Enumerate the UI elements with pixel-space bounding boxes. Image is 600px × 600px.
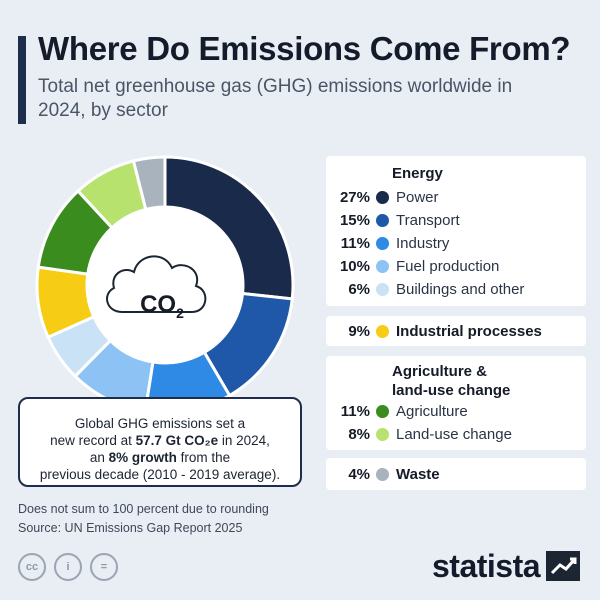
- legend-group-energy: Energy: [392, 165, 443, 182]
- legend-item: 11% Industry: [340, 234, 450, 252]
- statista-logo-icon[interactable]: [546, 551, 580, 581]
- legend-group-agriculture: Agriculture & land-use change: [392, 363, 511, 399]
- by-icon[interactable]: i: [54, 553, 82, 581]
- page-title: Where Do Emissions Come From?: [38, 30, 571, 67]
- donut-slice-power: [163, 155, 295, 301]
- cloud-icon: [106, 255, 207, 313]
- callout-line-3: an 8% growth from the: [89, 450, 231, 465]
- legend-industrial-group: 9% Industrial processes: [326, 316, 586, 346]
- legend-item: 10% Fuel production: [339, 257, 500, 275]
- legend-item: 27% Power: [339, 188, 439, 206]
- legend-swatch: [376, 259, 389, 273]
- callout-line-1: Global GHG emissions set a: [74, 416, 246, 431]
- callout-line-4: previous decade (2010 - 2019 average).: [39, 467, 281, 482]
- page-subtitle: Total net greenhouse gas (GHG) emissions…: [38, 76, 513, 121]
- footnote: Does not sum to 100 percent due to round…: [18, 500, 269, 538]
- statista-logo-text[interactable]: statista: [432, 548, 541, 584]
- legend-swatch: [376, 213, 389, 227]
- legend-swatch: [376, 236, 389, 250]
- title-accent-bar: [18, 36, 26, 124]
- legend-item: 11% Agriculture: [340, 402, 468, 420]
- license-icons: cc i =: [18, 553, 118, 581]
- legend-swatch: [376, 467, 389, 481]
- callout-line-2: new record at 57.7 Gt CO₂e in 2024,: [50, 433, 270, 448]
- footnote-rounding: Does not sum to 100 percent due to round…: [18, 502, 269, 516]
- legend-item: 4% Waste: [348, 465, 440, 483]
- legend-swatch: [376, 427, 389, 441]
- legend-item: 6% Buildings and other: [348, 280, 525, 298]
- co2-label: CO2: [140, 291, 184, 321]
- cc-icon[interactable]: cc: [18, 553, 46, 581]
- callout-box: Global GHG emissions set a new record at…: [18, 397, 302, 487]
- footnote-source: Source: UN Emissions Gap Report 2025: [18, 521, 243, 535]
- nd-icon[interactable]: =: [90, 553, 118, 581]
- legend-waste-group: 4% Waste: [326, 458, 586, 490]
- legend-swatch: [376, 190, 389, 204]
- legend-item: 8% Land-use change: [348, 425, 512, 443]
- legend-swatch: [376, 324, 389, 338]
- legend-item: 15% Transport: [339, 211, 460, 229]
- legend-agriculture-group: Agriculture & land-use change 11% Agricult…: [326, 356, 586, 450]
- legend-item: 9% Industrial processes: [348, 322, 542, 340]
- legend-energy-group: Energy 27% Power 15% Transport 11% Industry…: [326, 156, 586, 306]
- donut-slice-waste: [131, 155, 167, 212]
- legend-swatch: [376, 282, 389, 296]
- legend-swatch: [376, 404, 389, 418]
